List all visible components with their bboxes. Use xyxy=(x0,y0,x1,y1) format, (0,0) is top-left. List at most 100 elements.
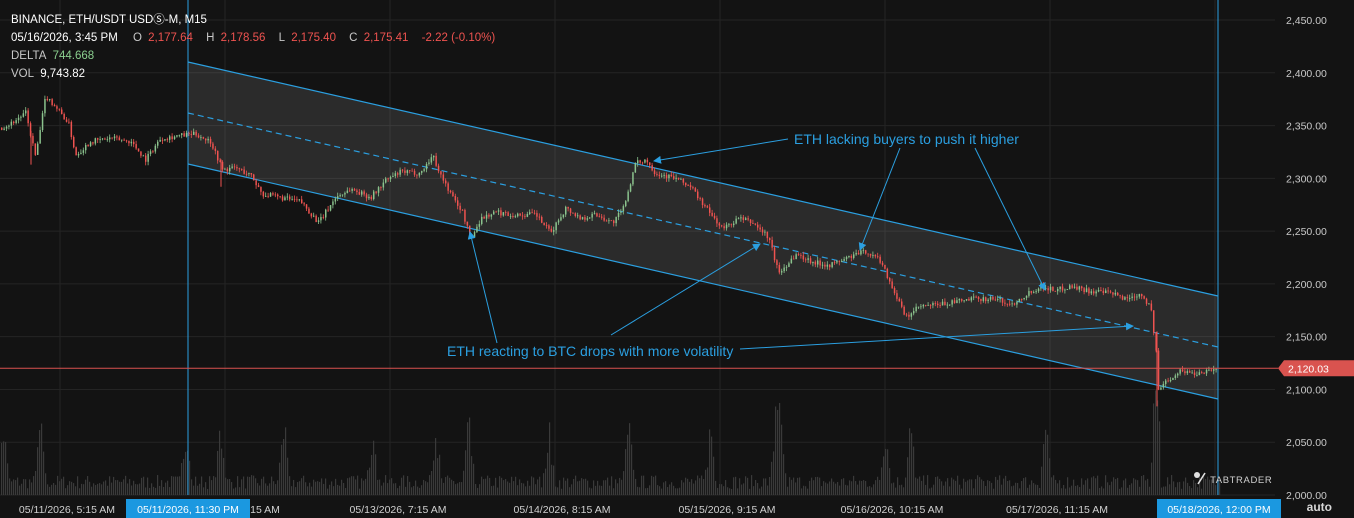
candle-body xyxy=(1107,290,1109,292)
volume-bar xyxy=(1133,478,1135,495)
volume-bar xyxy=(621,479,623,495)
volume-bar xyxy=(189,460,191,495)
volume-bar xyxy=(21,483,23,495)
volume-bar xyxy=(253,475,255,495)
candle-body xyxy=(457,200,459,206)
volume-bar xyxy=(1131,483,1133,495)
volume-bar xyxy=(981,479,983,495)
volume-bar xyxy=(309,482,311,495)
candle-body xyxy=(512,216,514,217)
volume-bar xyxy=(549,422,551,495)
candle-body xyxy=(123,139,125,141)
volume-bar xyxy=(345,487,347,495)
candle-body xyxy=(1114,292,1117,295)
candle-body xyxy=(358,192,361,195)
volume-bar xyxy=(1197,487,1199,495)
volume-bar xyxy=(1167,477,1169,495)
candle-body xyxy=(1061,286,1064,291)
volume-bar xyxy=(773,451,775,495)
candle-body xyxy=(783,267,785,272)
volume-bar xyxy=(609,485,611,495)
volume-bar xyxy=(177,476,179,495)
price-axis[interactable]: 2,000.00 2,050.00 2,100.00 2,150.00 2,200.00… xyxy=(1278,15,1354,502)
volume-bar xyxy=(805,486,807,495)
volume-bar xyxy=(885,448,887,495)
volume-bar xyxy=(457,483,459,495)
volume-bar xyxy=(303,475,305,495)
volume-bar xyxy=(525,486,527,495)
candle-body xyxy=(574,213,577,217)
candle-body xyxy=(824,264,826,267)
candle-body xyxy=(1150,303,1153,311)
candle-body xyxy=(181,133,183,135)
volume-bar xyxy=(1037,484,1039,495)
price-tick-label: 2,350.00 xyxy=(1286,121,1327,133)
candle-body xyxy=(207,138,209,141)
candle-body xyxy=(361,191,363,195)
candle-body xyxy=(881,262,884,265)
volume-bar xyxy=(33,476,35,495)
volume-bar xyxy=(1191,488,1193,495)
candle-body xyxy=(1018,299,1021,302)
volume-bar xyxy=(903,487,905,495)
candlesticks[interactable] xyxy=(1,95,1217,407)
volume-row: VOL 9,743.82 xyxy=(11,68,88,80)
candle-body xyxy=(13,121,15,124)
volume-bar xyxy=(77,476,79,495)
high-label: H xyxy=(206,32,215,44)
candle-body xyxy=(418,172,421,176)
candle-body xyxy=(884,264,886,269)
volume-bar xyxy=(1089,488,1091,495)
volume-bar xyxy=(431,470,433,495)
candle-body xyxy=(1184,371,1186,374)
volume-bar xyxy=(51,484,53,495)
candle-body xyxy=(1001,298,1004,303)
annotation-arrow xyxy=(858,147,901,251)
volume-bar xyxy=(317,481,319,495)
volume-bar xyxy=(851,481,853,495)
candle-body xyxy=(56,106,58,109)
candle-body xyxy=(1049,286,1052,291)
volume-bar xyxy=(683,482,685,495)
candle-body xyxy=(953,300,956,304)
time-axis[interactable]: 05/11/2026, 5:15 AM 05/11/2026, 11:30 PM 1… xyxy=(19,499,1281,518)
volume-bar xyxy=(721,484,723,495)
candle-body xyxy=(353,189,356,191)
volume-bar xyxy=(437,458,439,495)
volume-bar xyxy=(639,487,641,495)
volume-bar xyxy=(165,482,167,495)
volume-bar xyxy=(413,486,415,495)
volume-bar xyxy=(943,485,945,495)
candle-body xyxy=(1191,372,1193,374)
volume-bar xyxy=(1193,480,1195,495)
volume-bar xyxy=(901,484,903,495)
candle-body xyxy=(867,253,869,255)
auto-scale-button[interactable]: auto xyxy=(1306,500,1332,514)
volume-bar xyxy=(507,481,509,495)
candle-body xyxy=(209,138,212,144)
candle-body xyxy=(961,299,963,301)
volume-bar xyxy=(977,475,979,495)
candle-body xyxy=(101,138,104,140)
candle-body xyxy=(589,217,591,219)
regression-channel[interactable] xyxy=(187,61,1219,400)
candle-body xyxy=(289,196,291,200)
volume-bar xyxy=(737,488,739,495)
candle-body xyxy=(49,99,51,101)
volume-bar xyxy=(483,479,485,495)
volume-bar xyxy=(249,476,251,495)
candle-body xyxy=(723,226,725,229)
vertical-markers[interactable] xyxy=(187,0,1219,495)
volume-bar xyxy=(665,481,667,495)
candle-body xyxy=(639,160,641,163)
volume-bar xyxy=(997,479,999,495)
volume-bar xyxy=(1095,478,1097,495)
volume-bar xyxy=(101,484,103,495)
volume-bar xyxy=(653,476,655,495)
volume-bar xyxy=(1179,481,1181,495)
volume-bar xyxy=(35,470,37,495)
candle-body xyxy=(939,305,941,306)
candle-body xyxy=(814,261,817,265)
candle-body xyxy=(1126,297,1129,299)
